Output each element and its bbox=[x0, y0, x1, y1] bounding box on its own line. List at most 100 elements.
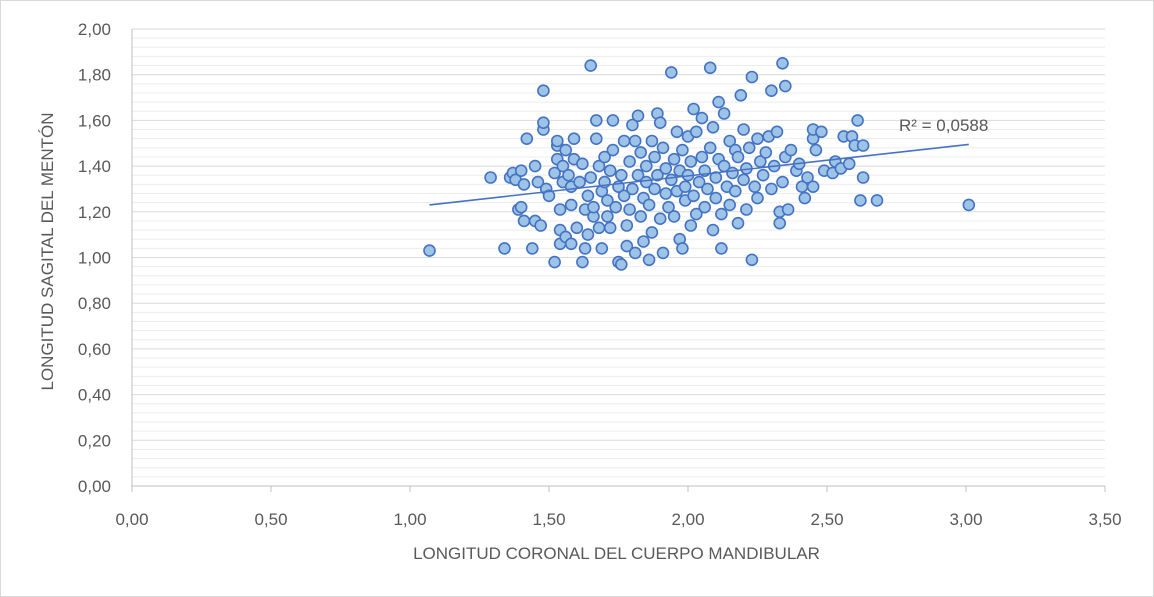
data-point bbox=[644, 254, 655, 265]
data-point bbox=[521, 133, 532, 144]
x-tick-label: 0,50 bbox=[254, 510, 287, 529]
data-point bbox=[858, 140, 869, 151]
data-point bbox=[716, 243, 727, 254]
x-axis-title: LONGITUD CORONAL DEL CUERPO MANDIBULAR bbox=[413, 544, 820, 563]
data-point bbox=[519, 215, 530, 226]
data-point bbox=[660, 163, 671, 174]
data-point bbox=[780, 81, 791, 92]
data-point bbox=[677, 243, 688, 254]
data-point bbox=[699, 202, 710, 213]
y-axis-title: LONGITUD SAGITAL DEL MENTÓN bbox=[38, 112, 57, 390]
data-point bbox=[555, 204, 566, 215]
data-point bbox=[752, 193, 763, 204]
data-point bbox=[549, 257, 560, 268]
y-tick-label: 0,80 bbox=[78, 294, 111, 313]
data-point bbox=[810, 145, 821, 156]
data-point bbox=[785, 145, 796, 156]
y-tick-label: 0,60 bbox=[78, 340, 111, 359]
y-tick-label: 1,60 bbox=[78, 111, 111, 130]
data-point bbox=[566, 199, 577, 210]
data-point bbox=[649, 152, 660, 163]
x-tick-label: 3,50 bbox=[1088, 510, 1121, 529]
data-point bbox=[566, 238, 577, 249]
data-point bbox=[560, 145, 571, 156]
data-point bbox=[646, 227, 657, 238]
x-tick-label: 0,00 bbox=[115, 510, 148, 529]
data-point bbox=[607, 115, 618, 126]
data-point bbox=[855, 195, 866, 206]
r-squared-label: R² = 0,0588 bbox=[899, 116, 988, 135]
data-point bbox=[735, 90, 746, 101]
data-point bbox=[872, 195, 883, 206]
y-tick-label: 0,20 bbox=[78, 431, 111, 450]
data-point bbox=[633, 110, 644, 121]
data-point bbox=[627, 183, 638, 194]
data-point bbox=[777, 58, 788, 69]
data-point bbox=[616, 259, 627, 270]
data-point bbox=[727, 168, 738, 179]
data-point bbox=[582, 190, 593, 201]
data-point bbox=[799, 193, 810, 204]
x-tick-label: 3,00 bbox=[949, 510, 982, 529]
data-point bbox=[655, 117, 666, 128]
data-point bbox=[705, 142, 716, 153]
data-point bbox=[602, 211, 613, 222]
data-point bbox=[741, 204, 752, 215]
data-point bbox=[688, 104, 699, 115]
data-point bbox=[588, 202, 599, 213]
data-point bbox=[630, 136, 641, 147]
data-point bbox=[616, 170, 627, 181]
data-point bbox=[816, 126, 827, 137]
data-point bbox=[527, 243, 538, 254]
data-point bbox=[758, 170, 769, 181]
data-point bbox=[635, 147, 646, 158]
data-point bbox=[777, 177, 788, 188]
x-tick-labels: 0,00 0,50 1,00 1,50 2,00 2,50 3,00 3,50 bbox=[115, 510, 1121, 529]
data-point bbox=[669, 154, 680, 165]
data-point bbox=[621, 220, 632, 231]
x-tick-label: 2,00 bbox=[671, 510, 704, 529]
data-point bbox=[772, 126, 783, 137]
y-tick-labels: 0,00 0,20 0,40 0,60 0,80 1,00 1,20 1,40 1,60 1,80… bbox=[78, 20, 111, 496]
data-point bbox=[666, 174, 677, 185]
data-point bbox=[630, 247, 641, 258]
data-point bbox=[738, 124, 749, 135]
data-point bbox=[774, 218, 785, 229]
data-point bbox=[591, 133, 602, 144]
data-point bbox=[733, 152, 744, 163]
data-point bbox=[646, 136, 657, 147]
y-tick-label: 2,00 bbox=[78, 20, 111, 39]
data-point bbox=[655, 213, 666, 224]
data-point bbox=[680, 181, 691, 192]
data-point bbox=[635, 211, 646, 222]
data-point bbox=[744, 142, 755, 153]
data-point bbox=[738, 174, 749, 185]
data-point bbox=[719, 108, 730, 119]
data-point bbox=[624, 204, 635, 215]
data-point bbox=[499, 243, 510, 254]
data-point bbox=[535, 220, 546, 231]
data-point bbox=[696, 152, 707, 163]
data-point bbox=[666, 67, 677, 78]
x-tick-label: 1,50 bbox=[532, 510, 565, 529]
data-point bbox=[658, 247, 669, 258]
data-point bbox=[591, 115, 602, 126]
data-point bbox=[605, 165, 616, 176]
data-point bbox=[730, 186, 741, 197]
data-point bbox=[708, 122, 719, 133]
y-tick-label: 0,40 bbox=[78, 386, 111, 405]
data-point bbox=[963, 199, 974, 210]
data-point bbox=[610, 202, 621, 213]
data-point bbox=[688, 190, 699, 201]
y-tick-label: 0,00 bbox=[78, 477, 111, 496]
data-point bbox=[724, 199, 735, 210]
data-point bbox=[516, 202, 527, 213]
data-point bbox=[596, 243, 607, 254]
data-point bbox=[760, 147, 771, 158]
data-point bbox=[766, 183, 777, 194]
data-point bbox=[530, 161, 541, 172]
data-point bbox=[766, 85, 777, 96]
data-point bbox=[638, 236, 649, 247]
data-point bbox=[571, 222, 582, 233]
